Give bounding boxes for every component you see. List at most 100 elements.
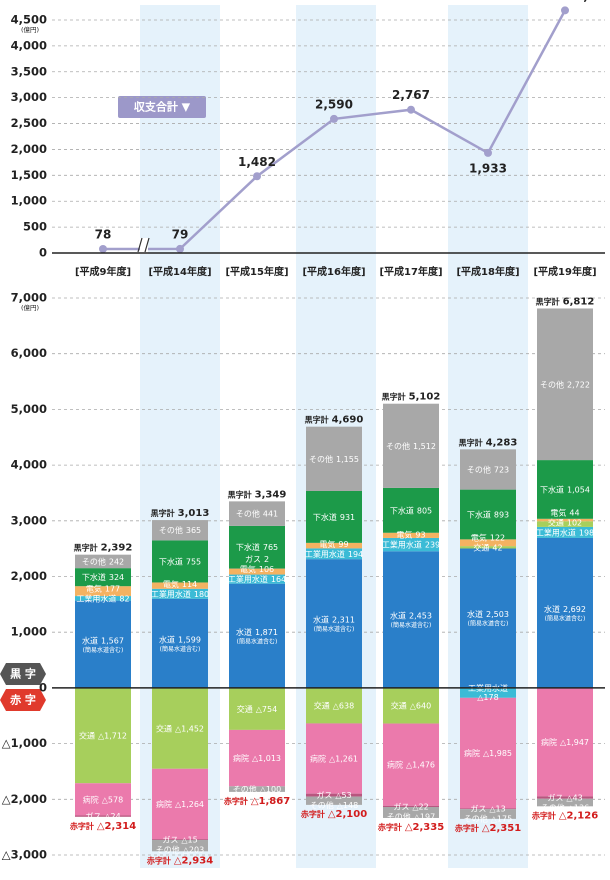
segment-name: その他 (236, 508, 260, 518)
bar-segment (460, 449, 516, 490)
segment-label: 水道 2,692 (544, 603, 586, 613)
surplus-total: 黒字計 3,013 (151, 508, 210, 520)
surplus-total-value: 3,013 (178, 508, 210, 519)
segment-name: 工業用水道 (536, 527, 576, 537)
y-tick-label: 3,500 (11, 64, 47, 78)
bar-segment (306, 793, 362, 797)
segment-label: 病院 △1,985 (464, 749, 512, 758)
segment-name: その他 (467, 464, 491, 474)
bar-segment (306, 542, 362, 549)
y-tick-label: 6,000 (11, 346, 47, 360)
bar-segment (383, 487, 439, 533)
segment-value: 99 (338, 539, 348, 548)
segment-label: その他 441 (236, 508, 278, 518)
segment-label: 電気 177 (86, 583, 120, 593)
unit: (億円) (21, 25, 39, 34)
segment-value: 2,503 (486, 610, 509, 619)
segment-name: 下水道 (159, 556, 183, 566)
segment-value: 2 (264, 555, 269, 564)
surplus-total: 黒字計 6,812 (536, 296, 595, 308)
deficit-total-value: △2,314 (97, 821, 136, 832)
deficit-total: 赤字計 △2,351 (454, 822, 521, 834)
point (561, 6, 569, 15)
segment-label: その他 1,155 (309, 453, 359, 463)
segment-label: 電気 44 (550, 507, 579, 517)
point-label: 2,767 (392, 88, 430, 102)
segment-name: 電気 (240, 564, 256, 574)
surplus-total-name: 黒字計 (305, 414, 329, 424)
segment-value: 2,692 (563, 604, 586, 613)
bar-segment (229, 574, 285, 584)
segment-label: 病院 △1,476 (387, 760, 435, 769)
segment-name: 交通 (79, 730, 95, 740)
segment-name: その他 (82, 556, 106, 566)
segment-label: その他 365 (159, 525, 201, 535)
y-tick-label: △2,000 (2, 792, 47, 806)
segment-value: 1,155 (336, 454, 359, 463)
surplus-badge: 黒 字 (10, 667, 36, 681)
bar-segment (383, 551, 439, 688)
segment-name: ガス (162, 834, 178, 844)
bar-segment (229, 786, 285, 792)
segment-value: △1,947 (560, 738, 589, 747)
y-tick-label: 2,500 (11, 116, 47, 130)
y-tick-label: 4,000 (11, 38, 47, 52)
segment-value: 1,567 (101, 636, 124, 645)
segment-name: 交通 (237, 703, 253, 713)
surplus-badge-shape (0, 663, 46, 685)
bar-segment (229, 501, 285, 526)
bar-segment (229, 729, 285, 787)
bars (75, 308, 593, 852)
segment-note: (簡易水道含む) (391, 621, 432, 629)
bar-segment (460, 548, 516, 688)
segment-value: 365 (186, 526, 201, 535)
surplus-total: 黒字計 4,283 (459, 437, 518, 449)
segment-value: △15 (181, 835, 197, 844)
surplus-total-name: 黒字計 (382, 391, 406, 401)
segment-value: △1,712 (98, 731, 127, 740)
surplus-total-value: 6,812 (563, 296, 595, 307)
segment-name: 下水道 (467, 509, 491, 519)
segment-label: 水道 2,503 (467, 609, 509, 619)
surplus-total-name: 黒字計 (228, 489, 252, 499)
segment-name: 水道 (467, 609, 483, 619)
segment-name: 水道 (82, 635, 98, 645)
bar-segment (383, 723, 439, 806)
segment-value: 194 (348, 549, 363, 558)
segment-value: 723 (494, 465, 509, 474)
y-tick-label: 4,000 (11, 458, 47, 472)
bar-segment (383, 532, 439, 538)
segment-name: その他 (310, 800, 334, 810)
bar-segment (306, 559, 362, 688)
segment-value: △754 (256, 704, 277, 713)
segment-value: 106 (259, 565, 274, 574)
bar-segment (460, 687, 516, 698)
deficit-total-value: △2,351 (482, 823, 521, 834)
segment-label: ガス △43 (547, 792, 582, 802)
y-tick-label: 3,000 (11, 513, 47, 527)
bar-segment (537, 460, 593, 519)
bar-segment (229, 525, 285, 569)
segment-label: その他 1,512 (386, 440, 436, 450)
segment-value: 765 (263, 543, 278, 552)
segment-label: 工業用水道 164 (228, 574, 286, 584)
bar-segment (152, 588, 208, 599)
segment-label: その他 242 (82, 556, 124, 566)
segment-label: 工業用水道 180 (151, 588, 209, 598)
segment-name: 下水道 (313, 511, 337, 521)
point-label: 79 (172, 227, 189, 241)
segment-note: (簡易水道含む) (468, 620, 509, 628)
segment-value: 2,722 (567, 380, 590, 389)
bar-segment (152, 520, 208, 541)
segment-label: 下水道 755 (159, 556, 201, 566)
segment-label: 交通 △640 (391, 700, 431, 710)
axis-break-gap (140, 238, 148, 254)
segment-name: 水道 (236, 626, 252, 636)
segment-value: △136 (568, 803, 589, 812)
segment-name: 水道 (159, 634, 175, 644)
segment-name: 病院 (310, 754, 326, 763)
segment-value: △22 (412, 802, 428, 811)
segment-label: 病院 △1,261 (310, 754, 358, 763)
